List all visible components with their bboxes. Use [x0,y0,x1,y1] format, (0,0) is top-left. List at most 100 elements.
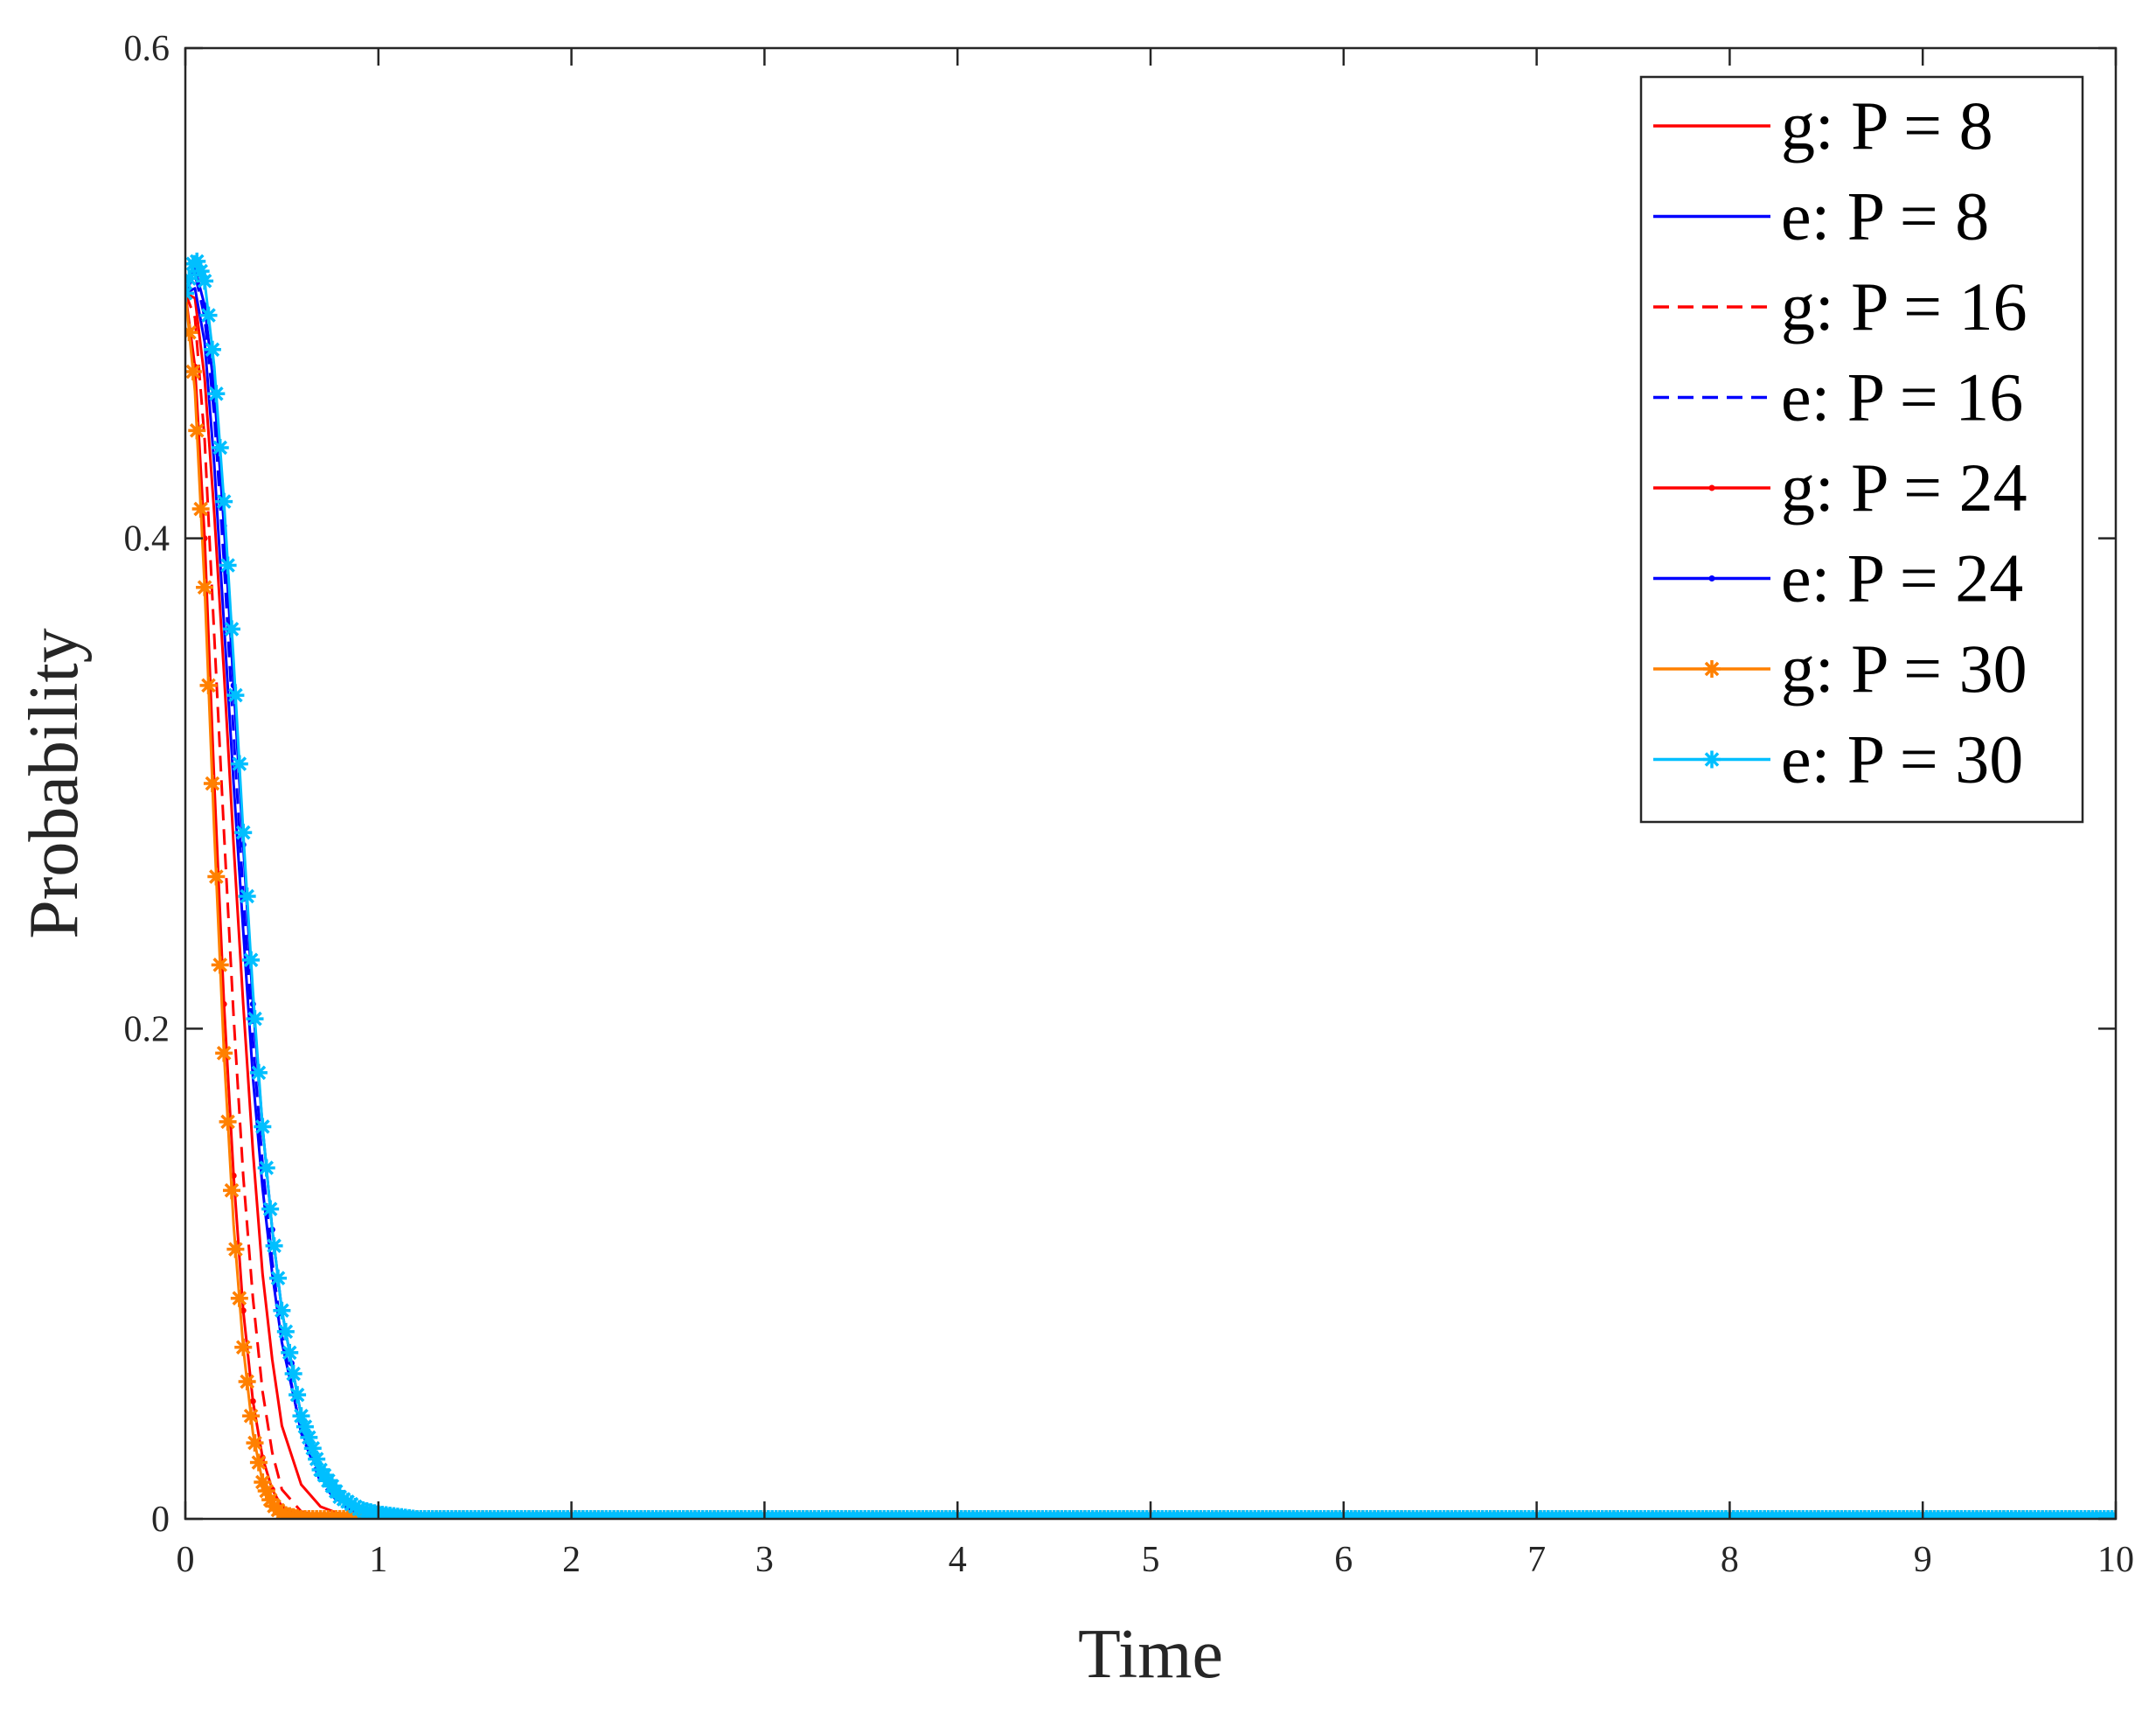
data-point [261,1200,280,1218]
data-point [268,1269,287,1287]
data-point [215,492,233,511]
data-point [281,1343,299,1361]
data-point [308,1450,326,1468]
data-point [296,1417,314,1436]
series-7 [185,284,2116,1519]
data-point [284,1365,303,1383]
series-markers [185,284,2116,1519]
legend-item: e: P = 24 [1653,540,2023,616]
legend-item: e: P = 8 [1653,178,1989,254]
data-point [185,269,198,288]
data-point [222,620,240,638]
legend-item: g: P = 16 [1653,268,2027,345]
ticks-layer: 0 1 2 3 4 5 6 7 8 9 10 0 0.2 0.4 0.6 [124,29,2135,1580]
data-point [238,887,256,905]
data-point [303,1439,322,1458]
data-point [254,1473,272,1491]
x-tick-label: 0 [177,1540,195,1580]
data-point [257,1159,275,1177]
legend-label: e: P = 24 [1781,540,2023,616]
legend-marker [1703,750,1721,769]
legend-label: e: P = 16 [1781,359,2023,435]
data-point [261,1491,280,1509]
data-point [265,1236,283,1255]
legend-item: g: P = 30 [1653,630,2027,707]
data-point [276,1322,295,1340]
series-layer [185,252,2116,1519]
data-point [196,578,214,596]
x-tick-label: 4 [949,1540,967,1580]
data-point [246,1010,264,1028]
data-point [207,867,226,886]
data-point [222,1181,240,1200]
x-axis-title: Time [1078,1616,1223,1693]
legend-label: e: P = 30 [1781,721,2023,797]
data-point [215,1044,233,1062]
x-tick-label: 6 [1334,1540,1353,1580]
legend: g: P = 8 e: P = 8 g: P = 16 e: P = 16 g: P =… [1639,75,2084,824]
data-point [238,1373,256,1391]
data-point [300,1428,318,1446]
series-8 [185,252,2116,1519]
legend-item: g: P = 8 [1653,87,1993,164]
data-point [249,1063,268,1082]
x-tick-label: 3 [755,1540,774,1580]
data-point [203,775,221,792]
data-point [219,556,237,574]
data-point [211,438,229,456]
series-3 [185,292,2116,1519]
data-point [226,1240,245,1258]
legend-box [1639,75,2084,824]
data-point [211,956,229,974]
data-point [196,272,214,290]
legend-marker [1708,575,1715,581]
legend-item: e: P = 30 [1653,721,2023,797]
data-point [199,306,218,324]
data-point [207,385,226,403]
series-markers [185,252,2116,1519]
data-point [292,1407,310,1425]
y-tick-label: 0.4 [124,519,170,560]
series-line [185,287,2116,1519]
x-tick-label: 7 [1527,1540,1546,1580]
y-tick-label: 0.2 [124,1009,170,1049]
data-point [219,1112,237,1131]
data-point [234,824,253,842]
legend-label: g: P = 8 [1781,87,1993,164]
data-point [226,686,245,705]
data-point [257,1482,275,1501]
legend-item: g: P = 24 [1653,449,2027,526]
x-tick-label: 9 [1914,1540,1932,1580]
y-tick-label: 0.6 [124,29,170,69]
data-point [234,1338,253,1356]
data-point [246,1434,264,1452]
data-point [273,1301,291,1320]
legend-marker [1708,484,1715,491]
data-point [230,755,248,773]
legend-item: e: P = 16 [1653,359,2023,435]
x-tick-label: 2 [562,1540,581,1580]
data-point [191,500,210,519]
x-tick-label: 8 [1721,1540,1739,1580]
data-point [188,421,206,440]
legend-label: g: P = 24 [1781,449,2027,526]
data-point [249,1397,256,1404]
data-point [254,1118,272,1136]
data-point [199,676,218,694]
y-tick-label: 0 [151,1500,170,1540]
data-point [203,340,221,359]
x-tick-label: 10 [2097,1540,2134,1580]
data-point [242,951,261,969]
y-axis-title: Probability [16,628,93,939]
data-point [289,1386,307,1404]
data-point [230,1289,248,1307]
legend-label: e: P = 8 [1781,178,1989,254]
data-point [188,252,206,270]
series-line [185,291,2116,1519]
legend-label: g: P = 16 [1781,268,2027,345]
data-point [242,1407,261,1425]
x-tick-label: 1 [369,1540,387,1580]
series-line [185,292,2116,1519]
data-point [185,363,202,381]
